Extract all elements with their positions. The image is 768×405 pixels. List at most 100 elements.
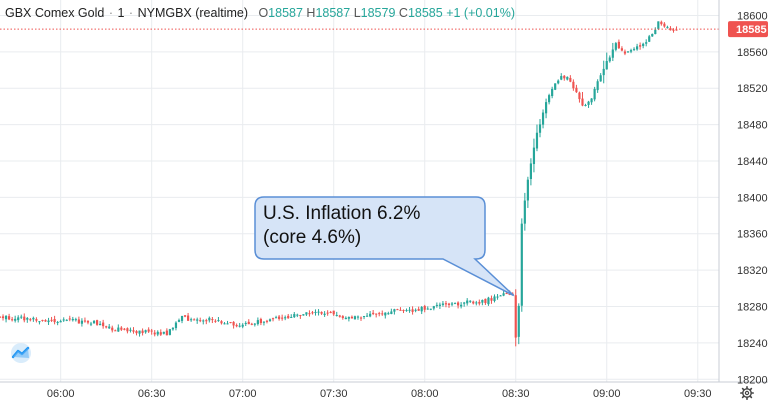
candle-body [281, 317, 284, 319]
candle-body [639, 45, 642, 47]
candle-body [365, 315, 369, 317]
candle-body [187, 315, 190, 321]
candle-body [432, 306, 435, 309]
time-axis[interactable]: 06:00 06:30 07:00 07:30 08:00 08:30 09:00 09:30 [47, 388, 712, 400]
candle-body [347, 317, 350, 319]
price-tick-label: 18600 [737, 10, 768, 22]
candle-body [208, 317, 211, 321]
candle-body [493, 296, 496, 302]
candle-body [238, 325, 241, 327]
price-tick-label: 18320 [737, 265, 768, 277]
candle-body [153, 332, 156, 335]
candle-body [329, 311, 332, 313]
candle-body [645, 42, 648, 44]
candle-body [520, 223, 523, 306]
candle-body [190, 319, 193, 321]
candle-body [469, 300, 472, 302]
candle-body [626, 51, 630, 53]
gear-icon[interactable] [740, 386, 754, 400]
candle-body [623, 51, 627, 54]
candle-body [548, 95, 551, 103]
candle-body [196, 319, 199, 321]
candle-body [572, 81, 575, 89]
candle-body [144, 330, 147, 333]
interval-label[interactable]: 1 [117, 6, 125, 20]
candle-body [135, 331, 138, 334]
candle-body [466, 300, 469, 304]
candle-body [381, 313, 384, 315]
candle-body [314, 311, 317, 313]
candle-body [299, 315, 302, 317]
candle-body [496, 296, 499, 298]
candle-body [350, 316, 354, 319]
candle-body [1, 316, 5, 319]
candle-body [256, 320, 259, 325]
price-tick-label: 18240 [737, 338, 768, 350]
candle-body [441, 303, 445, 305]
candle-body [253, 323, 256, 325]
candle-body [435, 304, 438, 306]
candle-body [596, 81, 599, 91]
candle-body [523, 200, 526, 224]
symbol-name[interactable]: GBX Comex Gold [5, 6, 105, 20]
candle-body [675, 29, 678, 31]
candle-body [481, 299, 484, 303]
tradingview-logo-icon[interactable] [9, 342, 33, 364]
candle-body [581, 98, 584, 106]
price-tick-label: 18520 [737, 83, 768, 95]
candle-body [620, 48, 624, 51]
candle-body [557, 80, 560, 84]
header-separator: · [128, 6, 134, 20]
candle-body [651, 33, 654, 37]
candle-body [611, 49, 614, 58]
candle-body [105, 326, 108, 328]
candle-body [490, 298, 493, 301]
candle-body [65, 319, 68, 321]
candle-body [617, 41, 620, 49]
candle-body [414, 309, 417, 311]
callout-line-1: U.S. Inflation 6.2% [263, 203, 421, 224]
candle-body [102, 322, 105, 327]
candle-body [123, 328, 126, 330]
last-price-badge-label: 18585 [736, 24, 767, 36]
callout-line-2: (core 4.6%) [263, 227, 362, 248]
candle-body [141, 330, 144, 334]
candle-body [460, 304, 463, 307]
candle-body [47, 320, 50, 323]
candle-body [305, 312, 308, 315]
candle-body [177, 320, 181, 322]
candle-body [71, 318, 74, 321]
candle-body [438, 304, 441, 306]
candle-body [183, 315, 187, 317]
price-tick-label: 18400 [737, 192, 768, 204]
candle-body [8, 316, 11, 320]
candle-body [199, 320, 202, 322]
candle-body [287, 315, 290, 319]
exchange-label: NYMGBX (realtime) [137, 6, 249, 20]
candle-body [99, 323, 102, 326]
candle-body [362, 316, 366, 318]
price-axis[interactable]: 18200 18240 18280 18320 18360 18400 18440 18480… [737, 10, 768, 386]
candle-body [17, 317, 20, 321]
candle-body [14, 318, 17, 321]
candle-body [217, 320, 220, 322]
candle-body [180, 315, 184, 321]
candle-body [426, 308, 429, 310]
candle-body [326, 312, 329, 314]
candle-body [660, 21, 663, 25]
candle-body [569, 77, 572, 82]
candle-body [38, 321, 41, 323]
candle-body [162, 331, 165, 334]
candle-body [563, 75, 566, 79]
candle-body [593, 88, 596, 100]
candle-body [86, 321, 90, 323]
candle-body [311, 312, 314, 314]
inflation-callout: U.S. Inflation 6.2% (core 4.6%) [255, 197, 485, 259]
candle-body [74, 319, 77, 321]
candle-body [399, 309, 402, 311]
chart-header: GBX Comex Gold · 1 · NYMGBX (realtime) O… [5, 6, 515, 20]
low-value: 18579 [360, 6, 396, 20]
price-tick-label: 18560 [737, 47, 768, 59]
candle-body [44, 320, 47, 322]
